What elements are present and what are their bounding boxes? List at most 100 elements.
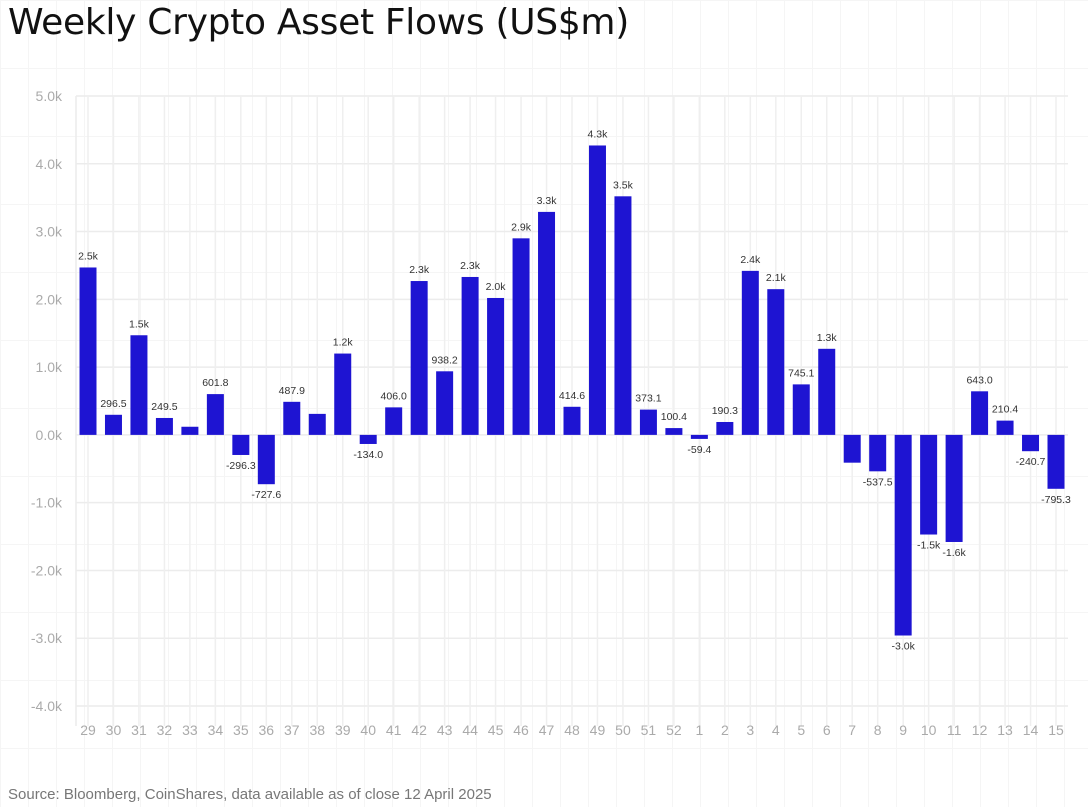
x-tick-label: 34 xyxy=(208,722,224,738)
y-tick-label: 2.0k xyxy=(36,291,63,307)
data-label: 190.3 xyxy=(712,405,738,417)
x-tick-label: 30 xyxy=(106,722,122,738)
x-tick-label: 32 xyxy=(157,722,173,738)
bar xyxy=(818,348,836,435)
bar xyxy=(843,434,861,463)
x-tick-label: 5 xyxy=(797,722,805,738)
bar xyxy=(487,297,505,435)
data-label: -795.3 xyxy=(1041,494,1071,506)
bar xyxy=(665,428,683,435)
data-label: 414.6 xyxy=(559,390,585,402)
source-note: Source: Bloomberg, CoinShares, data avai… xyxy=(8,786,492,803)
data-label: 2.4k xyxy=(740,254,761,266)
data-label: 2.5k xyxy=(78,250,99,262)
data-label: -59.4 xyxy=(687,444,711,456)
x-tick-label: 40 xyxy=(360,722,376,738)
data-label: 745.1 xyxy=(788,367,814,379)
data-label: 296.5 xyxy=(100,398,126,410)
bar xyxy=(181,426,199,435)
y-tick-label: -2.0k xyxy=(31,562,63,578)
x-tick-label: 38 xyxy=(309,722,325,738)
y-tick-label: -3.0k xyxy=(31,630,63,646)
data-label: -1.6k xyxy=(942,547,966,559)
bar xyxy=(538,211,556,435)
x-tick-label: 6 xyxy=(823,722,831,738)
data-label: 938.2 xyxy=(431,354,457,366)
bar xyxy=(130,335,148,435)
data-label: 1.2k xyxy=(333,337,354,349)
data-label: 643.0 xyxy=(966,374,992,386)
chart-title: Weekly Crypto Asset Flows (US$m) xyxy=(8,2,629,43)
bar xyxy=(410,281,428,435)
x-tick-label: 4 xyxy=(772,722,780,738)
x-tick-label: 13 xyxy=(997,722,1013,738)
bar xyxy=(1022,434,1040,452)
data-label: -1.5k xyxy=(917,540,941,552)
bar xyxy=(334,353,352,435)
data-label: 3.5k xyxy=(613,179,634,191)
x-tick-label: 50 xyxy=(615,722,631,738)
bar xyxy=(971,391,989,435)
data-label: 1.3k xyxy=(817,332,838,344)
data-label: -537.5 xyxy=(863,476,893,488)
data-label: -296.3 xyxy=(226,460,256,472)
data-label: -3.0k xyxy=(891,641,915,653)
bar xyxy=(563,406,581,435)
data-label: 2.9k xyxy=(511,221,532,233)
data-label: 100.4 xyxy=(661,411,687,423)
y-tick-label: 5.0k xyxy=(36,88,63,104)
x-tick-label: 14 xyxy=(1023,722,1039,738)
bar xyxy=(690,434,708,439)
bar xyxy=(945,434,963,542)
y-tick-label: -1.0k xyxy=(31,495,63,511)
x-tick-label: 36 xyxy=(259,722,275,738)
bar xyxy=(894,434,912,636)
bar xyxy=(257,434,275,485)
x-tick-label: 7 xyxy=(848,722,856,738)
bar xyxy=(741,270,759,435)
x-tick-label: 31 xyxy=(131,722,147,738)
data-label: 4.3k xyxy=(588,128,609,140)
y-tick-label: 4.0k xyxy=(36,156,63,172)
x-tick-label: 2 xyxy=(721,722,729,738)
bar xyxy=(869,434,887,472)
x-tick-label: 44 xyxy=(462,722,478,738)
bar xyxy=(920,434,938,535)
x-tick-label: 8 xyxy=(874,722,882,738)
data-label: -240.7 xyxy=(1016,456,1046,468)
data-label: -727.6 xyxy=(251,489,281,501)
y-tick-label: 1.0k xyxy=(36,359,63,375)
bar xyxy=(155,417,173,435)
bar xyxy=(461,276,479,435)
x-tick-label: 51 xyxy=(641,722,657,738)
bar xyxy=(639,409,657,435)
bar xyxy=(1047,434,1065,489)
bar xyxy=(232,434,250,455)
bar xyxy=(512,238,530,435)
y-tick-label: 3.0k xyxy=(36,224,63,240)
data-label: 373.1 xyxy=(635,393,661,405)
x-tick-label: 33 xyxy=(182,722,198,738)
data-label: 249.5 xyxy=(151,401,177,413)
x-tick-label: 39 xyxy=(335,722,351,738)
x-tick-label: 12 xyxy=(972,722,988,738)
x-tick-label: 46 xyxy=(513,722,529,738)
bar xyxy=(308,413,326,435)
x-tick-label: 48 xyxy=(564,722,580,738)
bar xyxy=(436,371,454,435)
bar xyxy=(767,289,785,435)
data-label: -134.0 xyxy=(353,449,383,461)
bar xyxy=(385,407,403,435)
x-tick-label: 41 xyxy=(386,722,402,738)
y-tick-label: -4.0k xyxy=(31,698,63,714)
bar xyxy=(104,414,122,435)
data-label: 601.8 xyxy=(202,377,228,389)
x-tick-label: 1 xyxy=(695,722,703,738)
data-label: 3.3k xyxy=(537,195,558,207)
bar xyxy=(588,145,606,435)
bar xyxy=(206,394,224,435)
bar xyxy=(359,434,377,444)
bar xyxy=(614,196,632,435)
bar xyxy=(283,401,301,435)
x-tick-label: 45 xyxy=(488,722,504,738)
